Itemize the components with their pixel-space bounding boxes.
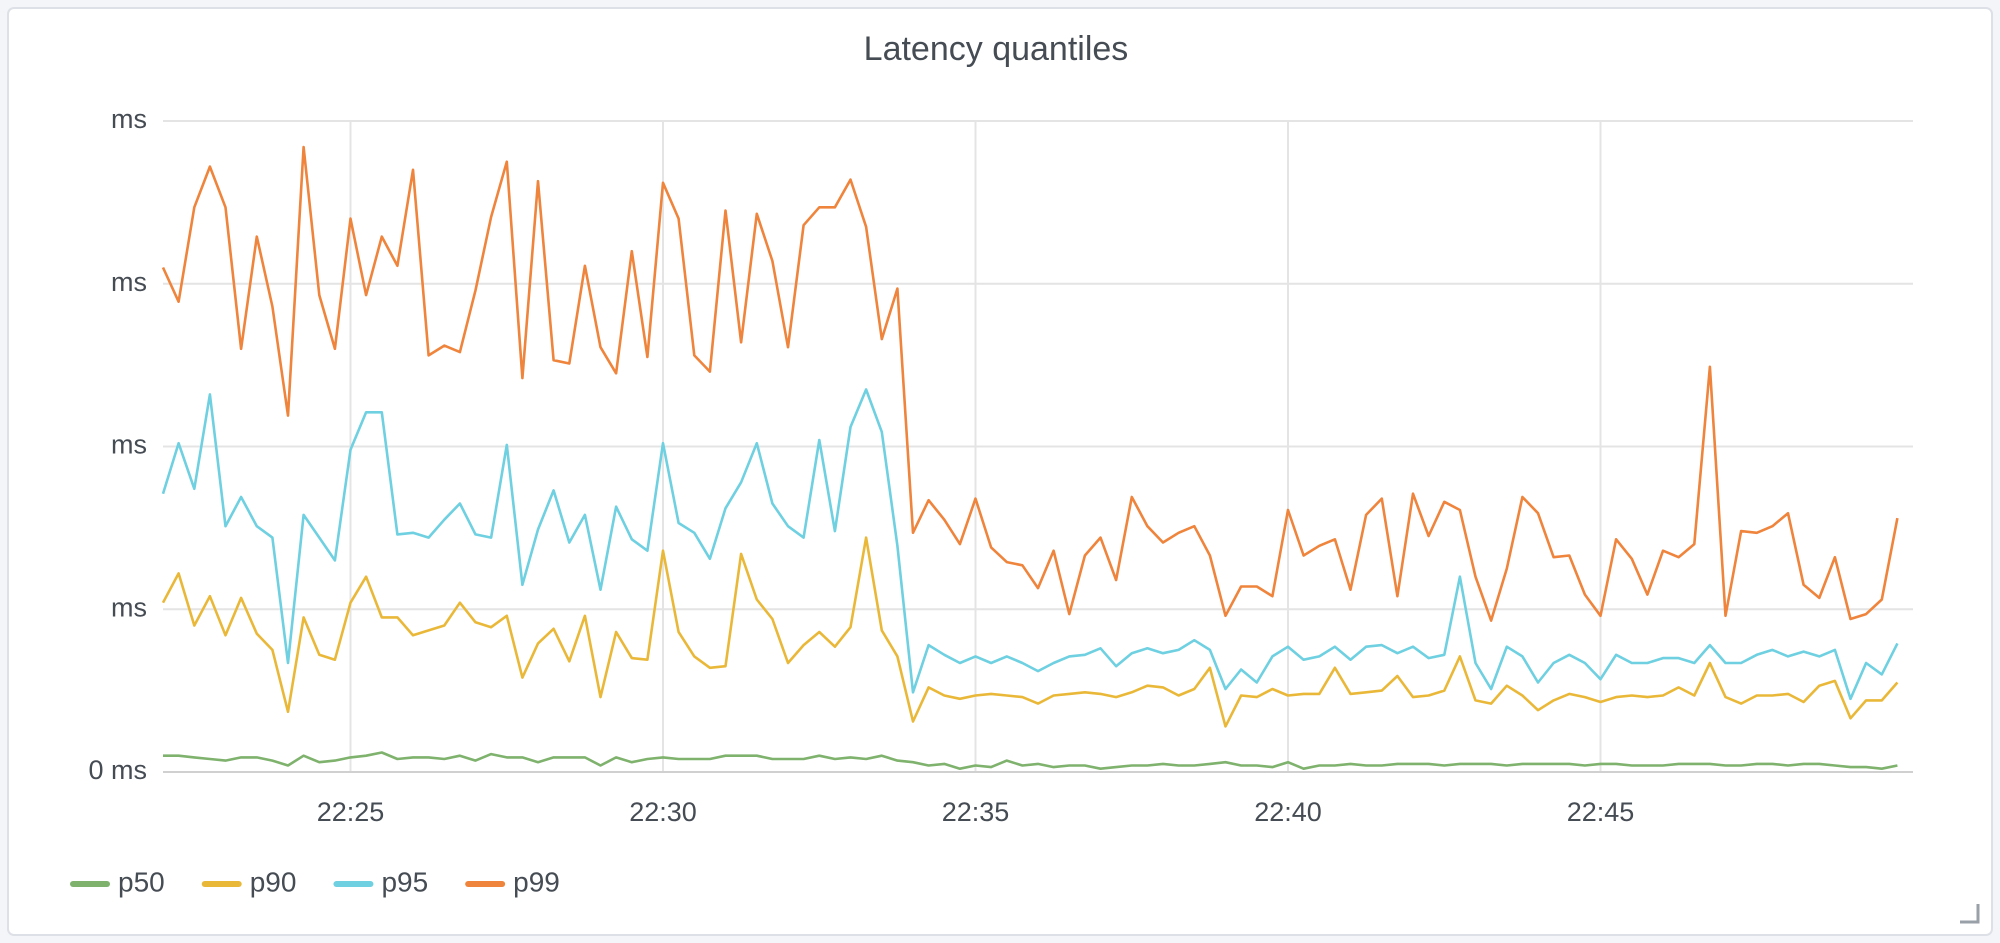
x-tick-label: 22:45 <box>1567 797 1635 827</box>
y-tick-label: ms <box>111 592 147 622</box>
legend-label[interactable]: p90 <box>250 866 297 897</box>
legend-label[interactable]: p95 <box>381 866 428 897</box>
y-tick-label: ms <box>111 104 147 134</box>
x-tick-label: 22:25 <box>317 797 385 827</box>
y-tick-label: ms <box>111 267 147 297</box>
x-tick-label: 22:40 <box>1254 797 1322 827</box>
series-line <box>161 145 1899 622</box>
y-tick-label: ms <box>111 430 147 460</box>
chart-title: Latency quantiles <box>864 30 1129 68</box>
series-line <box>161 388 1899 701</box>
x-tick-label: 22:30 <box>629 797 697 827</box>
series-line <box>161 536 1899 728</box>
y-tick-label: 0 ms <box>88 755 147 785</box>
x-tick-label: 22:35 <box>942 797 1010 827</box>
panel-frame <box>7 7 1993 936</box>
series-line <box>163 751 1898 770</box>
legend-label[interactable]: p99 <box>513 866 560 897</box>
resize-handle[interactable] <box>1960 904 1980 924</box>
legend-label[interactable]: p50 <box>118 866 165 897</box>
